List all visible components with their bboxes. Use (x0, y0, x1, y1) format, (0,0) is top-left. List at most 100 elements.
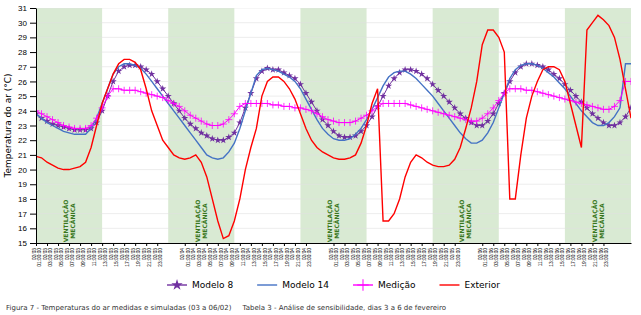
legend-label: Medição (378, 280, 416, 290)
x-tick-label-line: 02/06 (533, 248, 538, 260)
x-tick: 02/0409:00:00 (224, 243, 234, 267)
x-tick-mark (592, 243, 593, 246)
y-tick: 23 (18, 122, 36, 131)
marker (616, 119, 623, 126)
marker (66, 123, 73, 130)
x-tick-label-line: 07:00:00 (219, 248, 224, 267)
x-tick-label-line: 09:00:00 (81, 248, 86, 267)
y-tick-mark (30, 214, 36, 215)
x-axis: 02/0301:00:0002/0303:00:0002/0305:00:000… (32, 243, 632, 267)
marker (407, 66, 414, 73)
x-tick-label: 02/0603:00:00 (489, 248, 499, 267)
x-tick-mark (36, 243, 37, 246)
x-tick-mark (455, 243, 456, 246)
x-tick-mark (537, 243, 538, 246)
x-tick-label: 02/0401:00:00 (180, 248, 190, 267)
x-tick-label-line: 17:00:00 (274, 248, 279, 267)
x-tick-label-line: 02/03 (32, 248, 37, 260)
marker (616, 97, 623, 104)
x-tick-label: 02/0407:00:00 (213, 248, 223, 267)
x-tick-mark (559, 243, 560, 246)
x-tick-label: 02/0521:00:00 (439, 248, 449, 267)
grid-line (36, 81, 631, 82)
x-tick-label-line: 19:00:00 (433, 248, 438, 267)
marker (583, 101, 590, 108)
x-tick-label-line: 02/05 (395, 248, 400, 260)
x-tick-label-line: 02/05 (428, 248, 433, 260)
x-tick: 02/0611:00:00 (533, 243, 543, 266)
x-tick: 02/0613:00:00 (544, 243, 554, 267)
marker (451, 113, 458, 120)
caption: Figura 7 - Temperaturas do ar medidas e … (6, 304, 446, 312)
y-tick-mark (30, 37, 36, 38)
marker (358, 115, 365, 122)
x-tick-label-line: 02/03 (131, 248, 136, 260)
x-tick-mark (91, 243, 92, 246)
x-tick-label-line: 23:00:00 (307, 248, 312, 267)
marker (115, 85, 122, 92)
annotation-line: MECÂNICA (597, 203, 604, 239)
y-tick-mark (30, 23, 36, 24)
marker (556, 94, 563, 101)
legend-item: Modelo 8 (167, 279, 233, 290)
x-tick-label-line: 23:00:00 (604, 248, 609, 267)
x-tick-mark (102, 243, 103, 246)
x-tick-label-line: 23:00:00 (456, 248, 461, 267)
y-axis-title: Temperatura do ar (°C) (3, 73, 13, 178)
x-tick-label-line: 02/05 (340, 248, 345, 260)
x-tick-label-line: 19:00:00 (285, 248, 290, 267)
marker (572, 98, 579, 105)
x-tick-label: 02/0421:00:00 (290, 248, 300, 267)
marker (539, 90, 546, 97)
x-tick-mark (378, 243, 379, 246)
x-tick-label-line: 21:00:00 (593, 248, 598, 267)
x-tick: 02/0603:00:00 (489, 243, 499, 267)
marker (335, 132, 342, 139)
x-tick-label: 02/0315:00:00 (109, 248, 119, 267)
x-tick-label: 02/0611:00:00 (533, 248, 543, 267)
legend-item: Modelo 14 (257, 280, 329, 290)
x-tick-label-line: 13:00:00 (252, 248, 257, 267)
marker (589, 103, 596, 110)
x-tick: 02/0615:00:00 (555, 243, 565, 267)
x-tick: 02/0503:00:00 (340, 243, 350, 267)
grid-line (36, 243, 631, 244)
annotation-line: MECÂNICA (69, 203, 76, 239)
x-tick: 02/0521:00:00 (439, 243, 449, 267)
y-tick-label: 28 (18, 48, 27, 57)
y-tick-label: 16 (18, 224, 27, 233)
x-tick-label-line: 15:00:00 (114, 248, 119, 267)
x-tick-label: 02/0623:00:00 (599, 248, 609, 267)
y-tick-mark (30, 140, 36, 141)
x-tick-label-line: 05:00:00 (505, 248, 510, 267)
y-tick-mark (30, 199, 36, 200)
x-tick: 02/0509:00:00 (373, 243, 383, 267)
y-tick-label: 15 (18, 239, 27, 248)
marker (418, 70, 425, 77)
marker (236, 103, 243, 110)
x-tick: 02/0415:00:00 (257, 243, 267, 267)
marker (214, 136, 221, 143)
marker (264, 100, 271, 107)
y-tick: 19 (18, 180, 36, 189)
x-tick-label: 02/0601:00:00 (478, 248, 488, 267)
y-tick-label: 31 (18, 4, 27, 13)
marker (220, 121, 227, 128)
marker (352, 118, 359, 125)
marker (291, 75, 298, 82)
x-tick-label: 02/0423:00:00 (301, 248, 311, 267)
y-tick-label: 27 (18, 63, 27, 72)
x-tick: 02/0403:00:00 (191, 243, 201, 267)
legend-item: Exterior (439, 280, 500, 290)
x-tick-label-line: 02/04 (268, 248, 273, 260)
marker (225, 133, 232, 140)
x-tick-label-line: 17:00:00 (422, 248, 427, 267)
x-tick-label-line: 02/03 (87, 248, 92, 260)
annotation: VENTILAÇÃOMECÂNICA (62, 200, 76, 243)
x-tick-mark (367, 243, 368, 246)
x-tick-label-line: 03:00:00 (494, 248, 499, 267)
x-tick-label-line: 03:00:00 (197, 248, 202, 267)
marker (192, 125, 199, 132)
marker (473, 118, 480, 125)
x-tick-mark (515, 243, 516, 246)
